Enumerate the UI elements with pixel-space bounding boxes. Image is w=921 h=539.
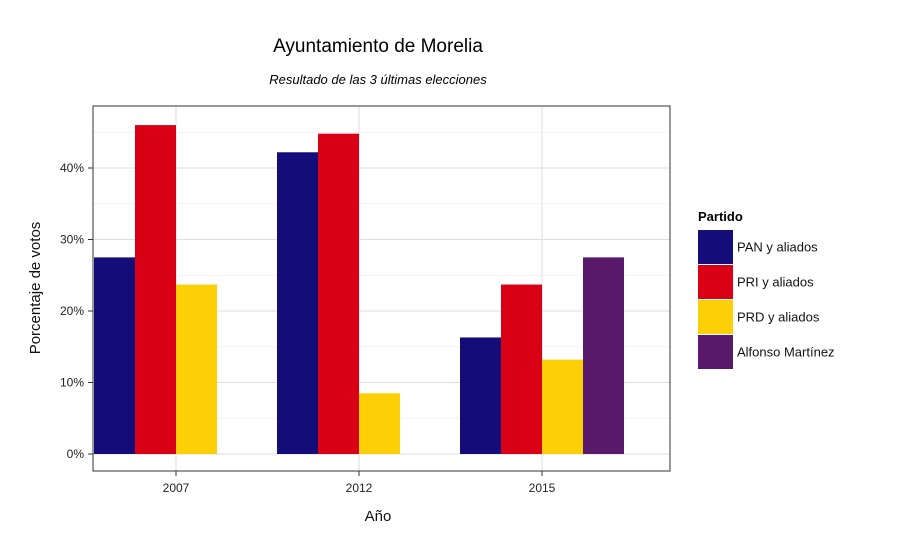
y-tick-label: 20% — [60, 304, 84, 318]
legend-swatch-pan-y-aliados — [698, 230, 733, 264]
plot-border — [92, 105, 671, 472]
bar-pri-y-aliados-2007 — [135, 125, 176, 454]
chart-title: Ayuntamiento de Morelia — [273, 36, 483, 57]
bars — [94, 125, 624, 454]
legend: Partido PAN y aliados PRI y aliados PRD y … — [698, 209, 835, 369]
x-tick-label: 2007 — [163, 481, 190, 495]
legend-swatch-pri-y-aliados — [698, 265, 733, 299]
bar-prd-y-aliados-2012 — [359, 393, 400, 454]
bar-prd-y-aliados-2007 — [176, 284, 217, 454]
y-tick-label: 0% — [67, 447, 85, 461]
legend-label-alfonso-martinez: Alfonso Martínez — [737, 345, 835, 360]
bar-pri-y-aliados-2012 — [318, 133, 359, 454]
x-axis-title: Año — [365, 508, 392, 525]
bar-pan-y-aliados-2007 — [94, 257, 135, 454]
bar-alfonso-martinez-2015 — [583, 257, 624, 454]
legend-swatch-prd-y-aliados — [698, 300, 733, 334]
legend-swatch-alfonso-martinez — [698, 335, 733, 369]
bar-pan-y-aliados-2015 — [460, 337, 501, 454]
x-tick-label: 2015 — [529, 481, 556, 495]
legend-title: Partido — [698, 209, 743, 224]
bar-prd-y-aliados-2015 — [542, 359, 583, 454]
legend-label-pan-y-aliados: PAN y aliados — [737, 240, 818, 255]
chart-subtitle: Resultado de las 3 últimas elecciones — [269, 72, 487, 87]
bar-pan-y-aliados-2012 — [277, 152, 318, 454]
legend-label-pri-y-aliados: PRI y aliados — [737, 275, 814, 290]
axes: 0% 10% 20% 30% 40% 2007 2012 2015 — [60, 161, 556, 495]
y-tick-label: 10% — [60, 376, 84, 390]
y-axis-title: Porcentaje de votos — [27, 222, 44, 355]
legend-label-prd-y-aliados: PRD y aliados — [737, 310, 820, 325]
bar-pri-y-aliados-2015 — [501, 284, 542, 454]
y-tick-label: 30% — [60, 233, 84, 247]
y-tick-label: 40% — [60, 161, 84, 175]
x-tick-label: 2012 — [346, 481, 373, 495]
